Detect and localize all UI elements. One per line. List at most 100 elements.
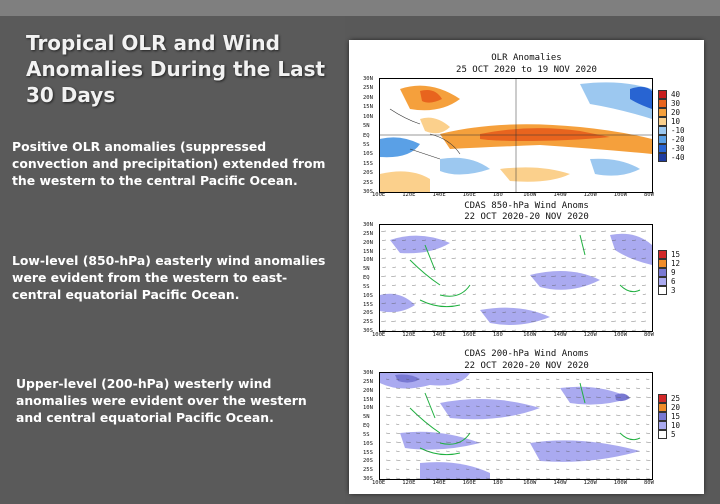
legend-swatch xyxy=(658,126,667,135)
wind-vector xyxy=(551,230,557,232)
wind-vector xyxy=(565,423,570,425)
wind-vector xyxy=(455,468,460,470)
wind-vector xyxy=(482,293,487,295)
wind-vector xyxy=(531,230,537,232)
wind-vector xyxy=(615,477,621,479)
wind-vector xyxy=(445,477,451,479)
lon-label: 180 xyxy=(492,192,503,198)
wind-200-panel: CDAS 200-hPa Wind Anoms 22 OCT 2020-20 N… xyxy=(349,346,704,494)
lat-label: 25S xyxy=(363,319,373,326)
lon-label: 100E xyxy=(372,192,386,198)
wind-vector xyxy=(575,468,580,470)
wind-vector xyxy=(381,239,387,241)
wind-vector xyxy=(422,266,427,268)
wind-vector xyxy=(525,414,531,416)
wind-vector xyxy=(391,284,397,286)
wind-vector xyxy=(425,414,431,416)
wind-vector xyxy=(441,302,447,304)
wind-vector xyxy=(602,266,607,268)
legend-swatch xyxy=(658,421,667,430)
wind-vector xyxy=(495,405,500,407)
wind-vector xyxy=(432,311,437,313)
wind-vector xyxy=(641,257,647,259)
wind-vector xyxy=(622,311,627,313)
legend-swatch xyxy=(658,412,667,421)
wind-vector xyxy=(445,468,450,470)
wind-vector xyxy=(631,275,637,277)
wind-vector xyxy=(641,230,647,232)
wind-vector xyxy=(485,477,491,479)
wind-vector xyxy=(512,293,517,295)
upper-level-wind-description: Upper-level (200-hPa) westerly wind anom… xyxy=(16,376,307,425)
wind-vector xyxy=(481,239,487,241)
wind-vector xyxy=(511,275,517,277)
wind-vector xyxy=(425,432,431,434)
wind-vector xyxy=(492,311,497,313)
wind-vector xyxy=(451,302,457,304)
wind-vector xyxy=(405,414,411,416)
wind-vector xyxy=(381,230,387,232)
wind-vector xyxy=(585,423,590,425)
wind-vector xyxy=(455,477,461,479)
wind-850-map xyxy=(379,224,653,332)
wind-vector xyxy=(531,320,537,322)
wind-vector xyxy=(501,284,507,286)
wind-vector xyxy=(541,230,547,232)
legend-label: 12 xyxy=(671,259,681,268)
wind-vector xyxy=(432,266,437,268)
wind-vector xyxy=(585,396,591,398)
wind-vector xyxy=(521,239,527,241)
wind-vector xyxy=(581,329,587,331)
lon-label: 160W xyxy=(523,332,537,338)
wind-vector xyxy=(515,432,521,434)
wind-vector xyxy=(431,230,437,232)
wind-vector xyxy=(395,459,401,461)
low-level-wind-description: Low-level (850-hPa) easterly wind anomal… xyxy=(12,253,326,302)
wind-vector xyxy=(495,423,500,425)
wind-vector xyxy=(462,248,467,250)
wind-vector xyxy=(581,275,587,277)
wind-vector xyxy=(562,266,567,268)
wind-vector xyxy=(512,266,517,268)
wind-vector xyxy=(571,302,577,304)
lat-label: 10S xyxy=(363,151,373,158)
wind-vector xyxy=(505,396,511,398)
wind-vector xyxy=(565,396,571,398)
wind-vector xyxy=(611,275,617,277)
legend-label: 40 xyxy=(671,90,681,99)
lat-label: 20N xyxy=(363,387,373,394)
wind-vector xyxy=(471,230,477,232)
wind-vector xyxy=(415,432,421,434)
wind-vector xyxy=(411,284,417,286)
wind-vector xyxy=(455,405,460,407)
wind-850-field xyxy=(380,225,652,331)
wind-vector xyxy=(475,432,481,434)
wind-vector xyxy=(421,302,427,304)
lat-label: EQ xyxy=(363,423,370,429)
wind-vector xyxy=(585,477,591,479)
wind-vector xyxy=(535,432,541,434)
wind-vector xyxy=(415,477,421,479)
wind-vector xyxy=(625,441,631,443)
legend-swatch xyxy=(658,99,667,108)
olr-title: OLR Anomalies xyxy=(491,53,562,63)
wind-vector xyxy=(565,450,570,452)
wind-vector xyxy=(491,275,497,277)
wind-vector xyxy=(421,320,427,322)
legend-item: 15 xyxy=(658,250,680,259)
legend-item: 25 xyxy=(658,394,680,403)
wind-vector xyxy=(425,378,430,380)
wind-vector xyxy=(421,329,427,331)
legend-swatch xyxy=(658,394,667,403)
wind-vector xyxy=(645,432,651,434)
wind-vector xyxy=(402,293,407,295)
wind-vector xyxy=(451,275,457,277)
wind-vector xyxy=(645,378,650,380)
wind-vector xyxy=(465,441,471,443)
wind-vector xyxy=(582,266,587,268)
wind-vector xyxy=(401,302,407,304)
wind-vector xyxy=(575,441,581,443)
wind-vector xyxy=(645,459,651,461)
legend-item: 20 xyxy=(658,108,685,117)
wind-vector xyxy=(412,311,417,313)
